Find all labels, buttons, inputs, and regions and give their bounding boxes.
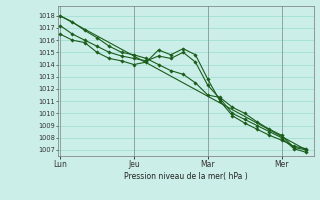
X-axis label: Pression niveau de la mer( hPa ): Pression niveau de la mer( hPa ): [124, 172, 247, 181]
